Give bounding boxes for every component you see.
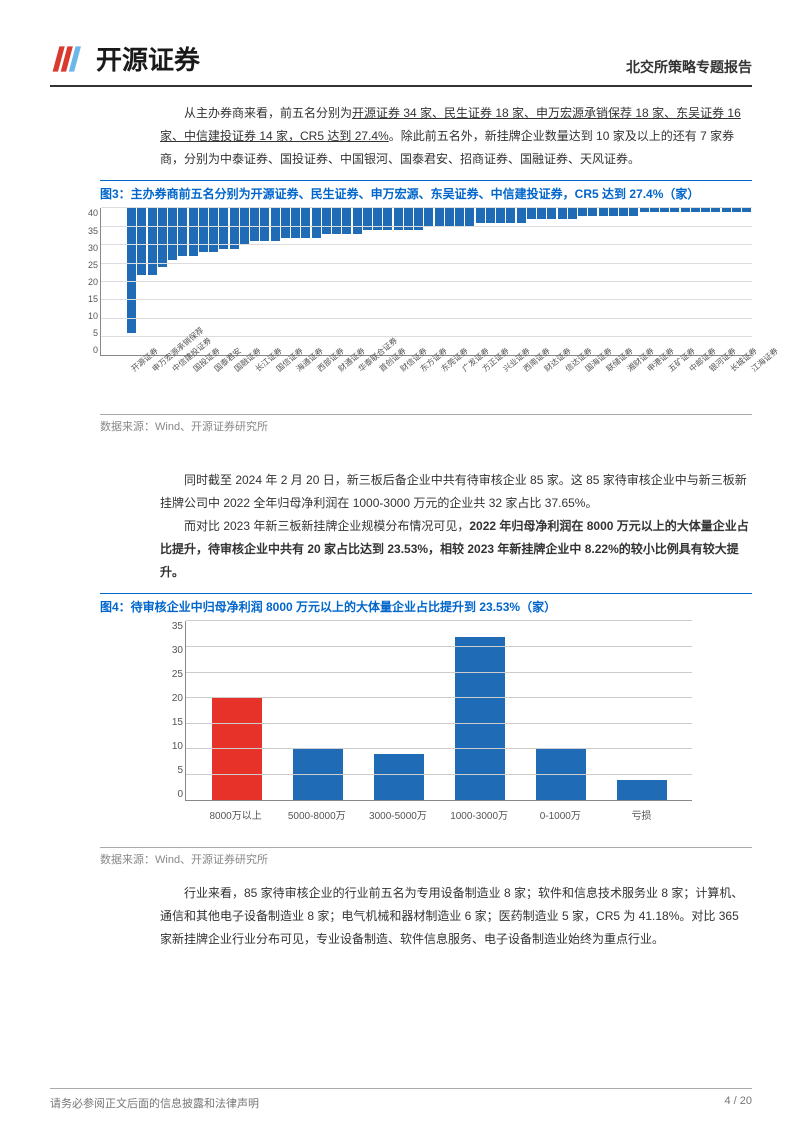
- chart1-bar: [517, 208, 526, 223]
- chart1-bar: [660, 208, 669, 212]
- chart1-bar: [670, 208, 679, 212]
- chart1-bar: [435, 208, 444, 226]
- chart1-bar: [158, 208, 167, 267]
- chart2-x-axis: 8000万以上5000-8000万3000-5000万1000-3000万0-1…: [185, 801, 692, 822]
- chart1-bar: [189, 208, 198, 256]
- page-footer: 请务必参阅正文后面的信息披露和法律声明 4 / 20: [50, 1088, 752, 1111]
- chart1-bar: [732, 208, 741, 212]
- chart1-bar: [486, 208, 495, 223]
- figure-3-source: 数据来源：Wind、开源证券研究所: [100, 414, 752, 434]
- chart1-bar: [527, 208, 536, 219]
- chart1-y-axis: 4035302520151050: [76, 208, 98, 355]
- chart1-bar: [722, 208, 731, 212]
- chart1-bar: [127, 208, 136, 333]
- chart1-bar: [609, 208, 618, 215]
- chart1-bar: [230, 208, 239, 248]
- chart1-bar: [394, 208, 403, 230]
- chart1-bar: [301, 208, 310, 237]
- chart1-bar: [363, 208, 372, 230]
- chart1-bar: [137, 208, 146, 274]
- page-header: 开源证券 北交所策略专题报告: [50, 40, 752, 87]
- chart1-bar: [199, 208, 208, 252]
- chart1-bar: [312, 208, 321, 237]
- figure-4-title: 图4：待审核企业中归母净利润 8000 万元以上的大体量企业占比提升到 23.5…: [100, 593, 752, 615]
- chart1-bar: [568, 208, 577, 219]
- chart1-bar: [681, 208, 690, 212]
- chart2-bar: [212, 698, 262, 800]
- chart1-bar: [281, 208, 290, 237]
- figure-4-source: 数据来源：Wind、开源证券研究所: [100, 847, 752, 867]
- chart1-bar: [619, 208, 628, 215]
- figure-3-title: 图3：主办券商前五名分别为开源证券、民生证券、申万宏源、东吴证券、中信建投证券，…: [100, 180, 752, 202]
- chart1-bar: [496, 208, 505, 223]
- chart-2: 35302520151050 8000万以上5000-8000万3000-500…: [160, 621, 692, 841]
- chart1-bar: [742, 208, 751, 212]
- company-logo: 开源证券: [50, 40, 200, 77]
- chart1-bar: [691, 208, 700, 212]
- chart1-bar: [465, 208, 474, 226]
- chart1-bar: [506, 208, 515, 223]
- chart1-bar: [711, 208, 720, 212]
- logo-icon: [50, 41, 86, 77]
- chart1-bar: [476, 208, 485, 223]
- chart1-bar: [558, 208, 567, 219]
- chart1-bar: [701, 208, 710, 212]
- paragraph-4: 行业来看，85 家待审核企业的行业前五名为专用设备制造业 8 家；软件和信息技术…: [50, 882, 752, 950]
- page-number: 4 / 20: [724, 1095, 752, 1111]
- chart2-bar: [455, 637, 505, 801]
- chart1-bar: [455, 208, 464, 226]
- chart1-bar: [414, 208, 423, 230]
- chart1-bar: [383, 208, 392, 230]
- chart1-bar: [547, 208, 556, 219]
- chart1-bar: [588, 208, 597, 215]
- chart1-bar: [342, 208, 351, 234]
- chart1-bar: [219, 208, 228, 248]
- paragraph-1: 从主办券商来看，前五名分别为开源证券 34 家、民生证券 18 家、申万宏源承销…: [50, 102, 752, 170]
- chart1-bar: [240, 208, 249, 245]
- company-name: 开源证券: [96, 40, 200, 77]
- report-type: 北交所策略专题报告: [626, 57, 752, 77]
- paragraph-3: 而对比 2023 年新三板新挂牌企业规模分布情况可见，2022 年归母净利润在 …: [50, 515, 752, 583]
- chart1-bar: [178, 208, 187, 256]
- chart1-bar: [578, 208, 587, 215]
- chart1-bar: [373, 208, 382, 230]
- chart1-bar: [537, 208, 546, 219]
- chart1-bar: [168, 208, 177, 259]
- disclaimer: 请务必参阅正文后面的信息披露和法律声明: [50, 1095, 259, 1111]
- chart2-bar: [617, 780, 667, 800]
- chart1-bar: [424, 208, 433, 226]
- chart-1: 4035302520151050 开源证券申万宏源承销保荐中信建投证券国投证券国…: [100, 208, 752, 408]
- chart1-bar: [209, 208, 218, 252]
- chart1-bar: [650, 208, 659, 212]
- chart1-bar: [599, 208, 608, 215]
- chart2-y-axis: 35302520151050: [161, 621, 183, 800]
- chart2-bar: [374, 754, 424, 800]
- chart1-bar: [640, 208, 649, 212]
- chart1-bar: [291, 208, 300, 237]
- chart1-x-axis: 开源证券申万宏源承销保荐中信建投证券国投证券国泰君安国融证券长江证券国信证券海通…: [100, 356, 752, 369]
- chart1-bar: [332, 208, 341, 234]
- chart1-bar: [629, 208, 638, 215]
- chart1-bar: [353, 208, 362, 234]
- chart1-bar: [404, 208, 413, 230]
- chart1-bars: [126, 208, 752, 355]
- chart1-bar: [322, 208, 331, 234]
- chart1-bar: [445, 208, 454, 226]
- paragraph-2: 同时截至 2024 年 2 月 20 日，新三板后备企业中共有待审核企业 85 …: [50, 469, 752, 515]
- chart1-bar: [148, 208, 157, 274]
